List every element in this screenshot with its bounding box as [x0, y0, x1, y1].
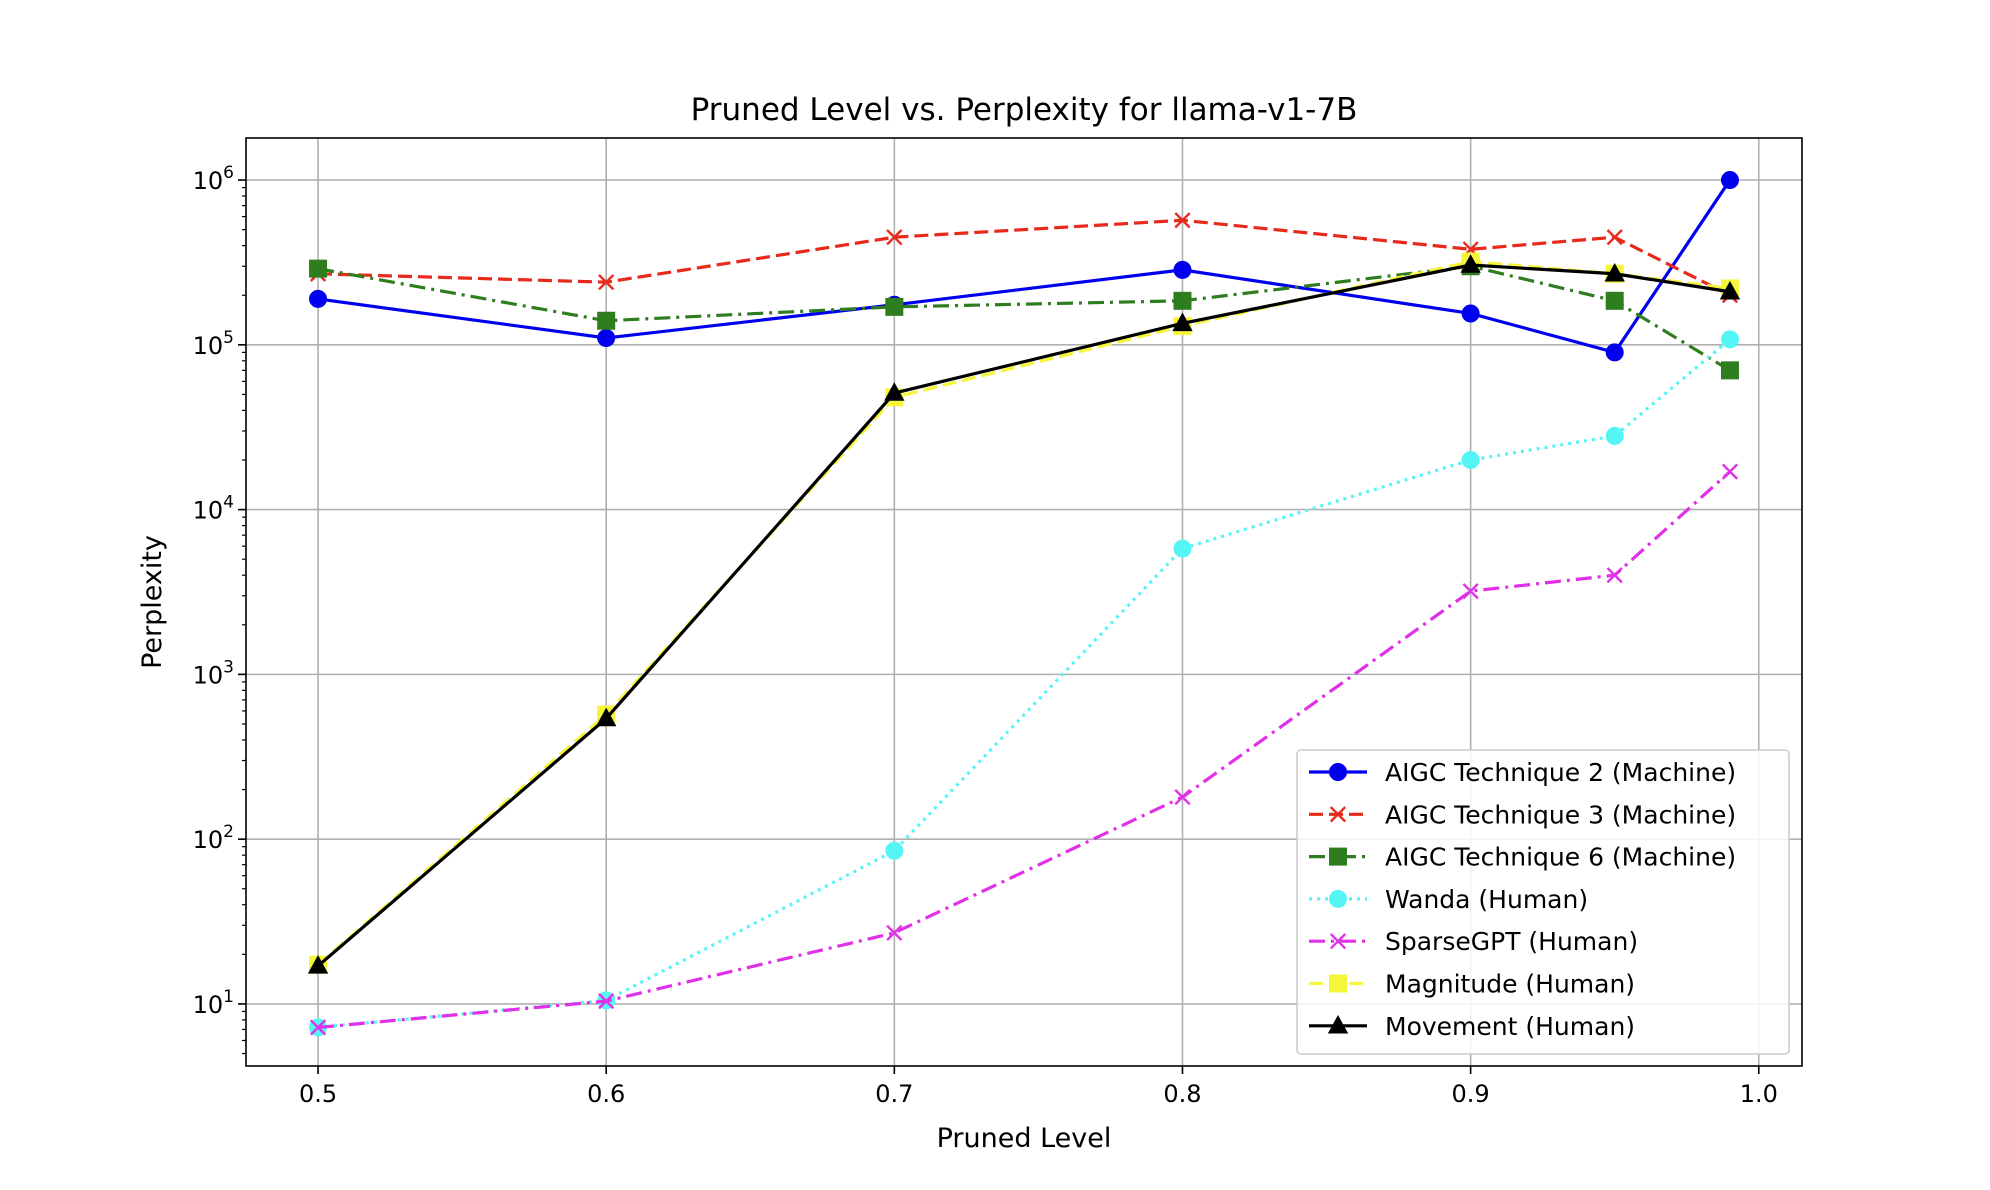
data-point: [884, 382, 905, 401]
legend: AIGC Technique 2 (Machine) AIGC Technique…: [1296, 749, 1790, 1055]
data-point: [1173, 260, 1192, 279]
data-point: [1721, 463, 1739, 480]
data-point: [1605, 291, 1624, 310]
data-point: [309, 289, 328, 308]
data-point: [597, 311, 616, 330]
plot-frame: [245, 137, 1803, 1067]
legend-box: [1296, 749, 1790, 1055]
y-tick-base: 10: [193, 497, 224, 525]
y-tick-label: 104: [193, 493, 234, 525]
x-tick-label: 0.5: [299, 1080, 337, 1108]
legend-entry: SparseGPT (Human): [1309, 927, 1638, 956]
y-tick-base: 10: [193, 826, 224, 854]
x-axis-label: Pruned Level: [937, 1123, 1112, 1154]
data-point: [885, 841, 904, 860]
series-line: [317, 264, 1731, 372]
legend-label: Wanda (Human): [1385, 885, 1588, 914]
data-point: [1173, 291, 1192, 310]
data-point: [598, 274, 615, 291]
data-point: [1606, 567, 1623, 584]
y-tick-label: 105: [193, 328, 234, 360]
legend-entry: AIGC Technique 3 (Machine): [1309, 800, 1736, 829]
data-point: [1606, 229, 1623, 246]
legend-entry: AIGC Technique 6 (Machine): [1309, 843, 1736, 872]
y-tick-base: 10: [193, 661, 224, 689]
data-point: [1605, 343, 1624, 362]
y-tick-exponent: 3: [223, 657, 234, 677]
legend-marker: [1329, 933, 1347, 950]
y-tick-exponent: 5: [223, 328, 234, 348]
data-point: [1720, 171, 1739, 190]
y-tick-label: 103: [193, 657, 234, 689]
legend-marker: [1329, 806, 1347, 823]
series-1: [309, 212, 1739, 304]
y-tick-exponent: 4: [223, 493, 234, 513]
legend-marker: [1327, 1014, 1349, 1034]
data-point: [597, 329, 616, 348]
data-point: [886, 924, 903, 941]
x-tick-label: 0.9: [1452, 1080, 1490, 1108]
y-tick-base: 10: [193, 332, 224, 360]
data-point: [1605, 426, 1624, 445]
x-tick-label: 0.8: [1163, 1080, 1201, 1108]
x-tick-label: 0.6: [587, 1080, 625, 1108]
y-tick-label: 101: [193, 987, 234, 1019]
legend-label: SparseGPT (Human): [1385, 927, 1638, 956]
series-line: [317, 218, 1731, 297]
legend-label: Movement (Human): [1385, 1012, 1635, 1041]
y-tick-base: 10: [193, 167, 224, 195]
data-point: [1174, 789, 1191, 806]
data-point: [598, 993, 615, 1010]
data-point: [1461, 451, 1480, 470]
data-point: [1719, 280, 1741, 300]
data-point: [1720, 330, 1739, 349]
series-4: [309, 463, 1739, 1036]
data-point: [307, 955, 329, 974]
y-axis-label: Perplexity: [137, 535, 168, 669]
y-tick-label: 102: [193, 822, 234, 854]
y-tick-exponent: 2: [223, 822, 234, 842]
legend-label: AIGC Technique 6 (Machine): [1385, 843, 1736, 872]
data-point: [1174, 212, 1191, 229]
y-tick-label: 106: [193, 163, 234, 195]
data-point: [886, 229, 903, 246]
legend-entry: AIGC Technique 2 (Machine): [1309, 758, 1736, 787]
legend-marker: [1329, 974, 1347, 993]
y-tick-base: 10: [193, 991, 224, 1019]
y-tick-exponent: 1: [223, 987, 234, 1007]
data-point: [1720, 361, 1739, 380]
x-tick-label: 0.7: [875, 1080, 913, 1108]
legend-marker: [1329, 847, 1347, 866]
data-point: [309, 259, 328, 278]
data-point: [309, 1019, 327, 1036]
data-point: [1460, 254, 1481, 273]
legend-marker: [1329, 763, 1347, 781]
legend-entry: Movement (Human): [1309, 1012, 1635, 1041]
grid-layer: [246, 138, 1802, 1066]
series-6: [307, 254, 1741, 974]
data-point: [885, 297, 904, 316]
data-point: [1461, 304, 1480, 323]
legend-entry: Wanda (Human): [1309, 885, 1588, 914]
series-layer: [307, 171, 1741, 1037]
series-0: [309, 171, 1739, 362]
legend-label: AIGC Technique 2 (Machine): [1385, 758, 1736, 787]
series-2: [309, 257, 1739, 380]
data-point: [1173, 539, 1192, 558]
data-point: [1172, 312, 1193, 332]
y-tick-exponent: 6: [223, 163, 234, 183]
x-tick-label: 1.0: [1740, 1080, 1778, 1108]
data-point: [1462, 583, 1479, 600]
legend-marker: [1329, 889, 1347, 908]
data-point: [1604, 262, 1625, 282]
legend-entry: Magnitude (Human): [1309, 970, 1635, 999]
legend-label: Magnitude (Human): [1385, 970, 1635, 999]
chart-title: Pruned Level vs. Perplexity for llama-v1…: [691, 92, 1358, 128]
legend-label: AIGC Technique 3 (Machine): [1385, 800, 1736, 829]
data-point: [595, 707, 617, 727]
